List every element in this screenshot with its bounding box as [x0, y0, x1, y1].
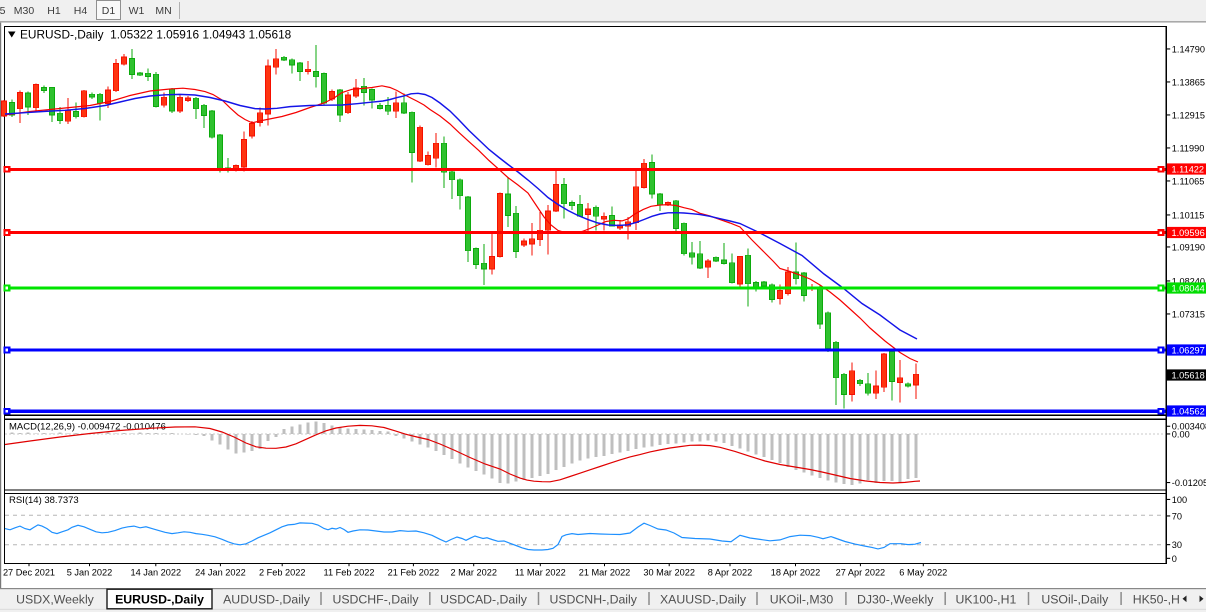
- svg-text:DJ30-,Weekly: DJ30-,Weekly: [857, 593, 934, 607]
- svg-text:8 Apr 2022: 8 Apr 2022: [708, 568, 752, 578]
- svg-text:USDCNH-,Daily: USDCNH-,Daily: [549, 593, 637, 607]
- svg-text:1.10115: 1.10115: [1172, 210, 1205, 220]
- svg-text:11 Feb 2022: 11 Feb 2022: [324, 568, 375, 578]
- svg-text:W1: W1: [129, 5, 145, 17]
- svg-text:27 Dec 2021: 27 Dec 2021: [3, 568, 55, 578]
- svg-text:30 Mar 2022: 30 Mar 2022: [643, 568, 695, 578]
- svg-text:100: 100: [1172, 495, 1187, 505]
- svg-text:UK100-,H1: UK100-,H1: [955, 593, 1016, 607]
- svg-text:1.11065: 1.11065: [1172, 176, 1205, 186]
- svg-text:1.09596: 1.09596: [1172, 228, 1205, 238]
- svg-text:AUDUSD-,Daily: AUDUSD-,Daily: [223, 593, 311, 607]
- svg-text:XAUUSD-,Daily: XAUUSD-,Daily: [660, 593, 747, 607]
- svg-text:1.14790: 1.14790: [1172, 44, 1205, 54]
- svg-text:18 Apr 2022: 18 Apr 2022: [771, 568, 821, 578]
- svg-text:14 Jan 2022: 14 Jan 2022: [131, 568, 182, 578]
- svg-text:UKOil-,M30: UKOil-,M30: [770, 593, 834, 607]
- svg-text:2 Mar 2022: 2 Mar 2022: [450, 568, 496, 578]
- svg-text:H1: H1: [47, 5, 61, 17]
- svg-text:1.13865: 1.13865: [1172, 77, 1205, 87]
- svg-text:HK50-,H: HK50-,H: [1133, 593, 1180, 607]
- svg-text:1.06297: 1.06297: [1172, 346, 1205, 356]
- svg-text:USOil-,Daily: USOil-,Daily: [1041, 593, 1109, 607]
- svg-text:MACD(12,26,9) -0.009472 -0.010: MACD(12,26,9) -0.009472 -0.010476: [9, 422, 166, 433]
- svg-text:0.003408: 0.003408: [1172, 422, 1206, 432]
- svg-text:USDCHF-,Daily: USDCHF-,Daily: [332, 593, 419, 607]
- svg-text:1.08044: 1.08044: [1172, 284, 1205, 294]
- svg-text:RSI(14) 38.7373: RSI(14) 38.7373: [9, 495, 79, 506]
- svg-text:1.11990: 1.11990: [1172, 143, 1205, 153]
- svg-text:70: 70: [1172, 511, 1182, 521]
- svg-text:1.08240: 1.08240: [1172, 276, 1205, 286]
- svg-text:1.04562: 1.04562: [1172, 407, 1205, 417]
- svg-text:2 Feb 2022: 2 Feb 2022: [259, 568, 306, 578]
- svg-text:USDCAD-,Daily: USDCAD-,Daily: [440, 593, 528, 607]
- svg-text:EURUSD-,Daily: EURUSD-,Daily: [115, 593, 204, 607]
- svg-text:1.07315: 1.07315: [1172, 309, 1205, 319]
- svg-text:0.00: 0.00: [1172, 429, 1190, 439]
- svg-text:1.11422: 1.11422: [1172, 165, 1205, 175]
- svg-text:1.05618: 1.05618: [1172, 371, 1205, 381]
- svg-text:EURUSD-,Daily 1.05322 1.05916: EURUSD-,Daily 1.05322 1.05916 1.04943 1.…: [20, 28, 292, 42]
- svg-text:5: 5: [0, 5, 6, 17]
- svg-text:0: 0: [1172, 554, 1177, 564]
- svg-text:5 Jan 2022: 5 Jan 2022: [67, 568, 112, 578]
- svg-text:D1: D1: [102, 5, 116, 17]
- svg-text:11 Mar 2022: 11 Mar 2022: [515, 568, 566, 578]
- svg-text:H4: H4: [74, 5, 88, 17]
- svg-text:1.12915: 1.12915: [1172, 110, 1205, 120]
- svg-text:6 May 2022: 6 May 2022: [899, 568, 947, 578]
- svg-text:1.09190: 1.09190: [1172, 242, 1205, 252]
- svg-text:MN: MN: [155, 5, 171, 17]
- svg-text:27 Apr 2022: 27 Apr 2022: [836, 568, 886, 578]
- svg-text:-0.01205: -0.01205: [1172, 478, 1206, 488]
- svg-text:M30: M30: [14, 5, 35, 17]
- svg-text:21 Feb 2022: 21 Feb 2022: [388, 568, 440, 578]
- svg-text:21 Mar 2022: 21 Mar 2022: [579, 568, 631, 578]
- svg-text:USDX,Weekly: USDX,Weekly: [16, 593, 95, 607]
- svg-text:30: 30: [1172, 540, 1182, 550]
- svg-text:24 Jan 2022: 24 Jan 2022: [195, 568, 246, 578]
